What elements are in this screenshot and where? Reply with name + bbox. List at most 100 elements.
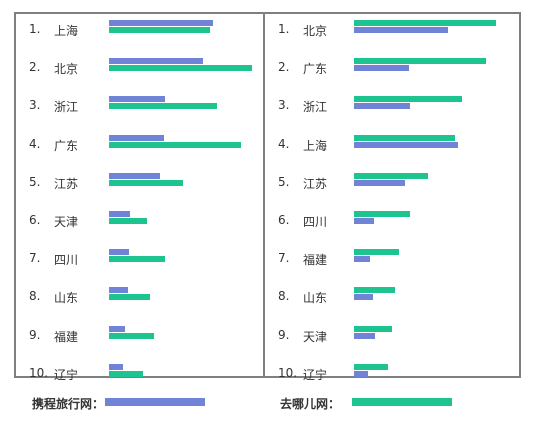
ctrip-bar: [109, 287, 128, 294]
category-label: 山东: [303, 291, 328, 306]
category-label: 北京: [54, 62, 79, 77]
rank-number: 2.: [29, 60, 41, 75]
ranking-row: 6. 四川: [265, 209, 519, 233]
ctrip-bar: [109, 58, 203, 65]
rank-number: 10.: [29, 365, 49, 380]
ranking-row: 4. 广东: [16, 133, 263, 157]
ranking-row: 10. 辽宁: [265, 362, 519, 386]
ctrip-bar: [354, 218, 374, 224]
qunar-bar: [354, 58, 486, 65]
ranking-row: 3. 浙江: [16, 94, 263, 118]
ctrip-bar: [109, 20, 213, 26]
legend-ctrip-label: 携程旅行网：: [32, 397, 105, 411]
category-label: 天津: [54, 215, 79, 229]
category-label: 北京: [303, 24, 328, 38]
ranking-row: 7. 福建: [265, 247, 519, 271]
rank-number: 1.: [29, 22, 41, 36]
qunar-bar: [109, 294, 150, 301]
ctrip-bar: [109, 211, 130, 217]
ctrip-ranking-panel: 1. 上海 2. 北京 3. 浙江 4. 广东 5. 江苏 6. 天津 7. 四川 8. 山东 9. 福建 10. 辽…: [14, 12, 265, 382]
ctrip-bar: [354, 370, 368, 377]
rank-number: 5.: [278, 174, 290, 189]
qunar-bar: [109, 256, 165, 263]
rank-number: 3.: [29, 98, 41, 113]
ranking-row: 8. 山东: [265, 285, 519, 309]
ctrip-bar: [354, 256, 370, 263]
category-label: 四川: [303, 215, 328, 229]
ranking-row: 2. 北京: [16, 56, 263, 80]
rank-number: 6.: [29, 213, 41, 227]
qunar-bar: [354, 96, 462, 103]
category-label: 江苏: [303, 176, 328, 191]
qunar-bar: [109, 179, 183, 186]
qunar-bar: [354, 134, 455, 141]
qunar-ranking-panel: 1. 北京 2. 广东 3. 浙江 4. 上海 5. 江苏 6. 四川 7. 福建 8. 山东 9. 天津 10. 辽…: [263, 12, 521, 382]
qunar-bar: [354, 249, 399, 256]
ranking-row: 6. 天津: [16, 209, 263, 233]
category-label: 上海: [54, 24, 79, 38]
category-label: 江苏: [54, 176, 79, 191]
ranking-row: 5. 江苏: [16, 171, 263, 195]
rank-number: 2.: [278, 60, 290, 75]
qunar-bar: [354, 20, 496, 26]
ranking-row: 3. 浙江: [265, 94, 519, 118]
rank-number: 3.: [278, 98, 290, 113]
ctrip-bar: [109, 249, 129, 256]
category-label: 山东: [54, 291, 79, 306]
ctrip-bar: [354, 179, 405, 186]
ranking-row: 9. 天津: [265, 324, 519, 348]
rank-number: 7.: [29, 251, 41, 266]
category-label: 四川: [54, 253, 79, 268]
ranking-row: 8. 山东: [16, 285, 263, 309]
ctrip-bar: [109, 134, 164, 141]
qunar-bar: [354, 172, 428, 179]
ranking-row: 4. 上海: [265, 133, 519, 157]
qunar-bar: [354, 211, 410, 217]
ctrip-bar: [109, 96, 165, 103]
category-label: 浙江: [303, 100, 328, 115]
qunar-bar: [354, 287, 395, 294]
ctrip-bar: [354, 65, 409, 72]
ranking-row: 10. 辽宁: [16, 362, 263, 386]
rank-number: 7.: [278, 251, 290, 266]
qunar-bar: [109, 141, 241, 148]
qunar-bar: [109, 370, 143, 377]
rank-number: 5.: [29, 174, 41, 189]
rank-number: 4.: [29, 136, 41, 151]
ctrip-bar: [354, 294, 373, 301]
ctrip-bar: [354, 27, 448, 33]
ranking-row: 1. 上海: [16, 18, 263, 42]
ranking-row: 1. 北京: [265, 18, 519, 42]
rank-number: 9.: [29, 327, 41, 342]
category-label: 浙江: [54, 100, 79, 115]
category-label: 上海: [303, 138, 328, 153]
ranking-row: 2. 广东: [265, 56, 519, 80]
category-label: 辽宁: [303, 367, 328, 382]
category-label: 福建: [303, 253, 328, 268]
category-label: 福建: [54, 329, 79, 344]
ranking-row: 5. 江苏: [265, 171, 519, 195]
qunar-bar: [109, 65, 252, 72]
qunar-bar: [354, 325, 392, 332]
legend-qunar-label: 去哪儿网：: [280, 397, 341, 411]
qunar-bar: [109, 218, 147, 224]
ranking-row: 7. 四川: [16, 247, 263, 271]
qunar-bar: [109, 27, 210, 33]
rank-number: 10.: [278, 365, 298, 380]
category-label: 广东: [54, 138, 79, 153]
ctrip-bar: [354, 332, 375, 339]
qunar-bar: [354, 363, 388, 370]
rank-number: 4.: [278, 136, 290, 151]
legend-qunar-swatch: [352, 398, 452, 406]
rank-number: 9.: [278, 327, 290, 342]
ctrip-bar: [354, 141, 458, 148]
category-label: 广东: [303, 62, 328, 77]
category-label: 辽宁: [54, 367, 79, 382]
ctrip-bar: [109, 172, 160, 179]
qunar-bar: [109, 332, 154, 339]
rank-number: 1.: [278, 22, 290, 36]
legend-ctrip-swatch: [105, 398, 205, 406]
ctrip-bar: [109, 325, 125, 332]
category-label: 天津: [303, 329, 328, 344]
rank-number: 8.: [278, 289, 290, 304]
